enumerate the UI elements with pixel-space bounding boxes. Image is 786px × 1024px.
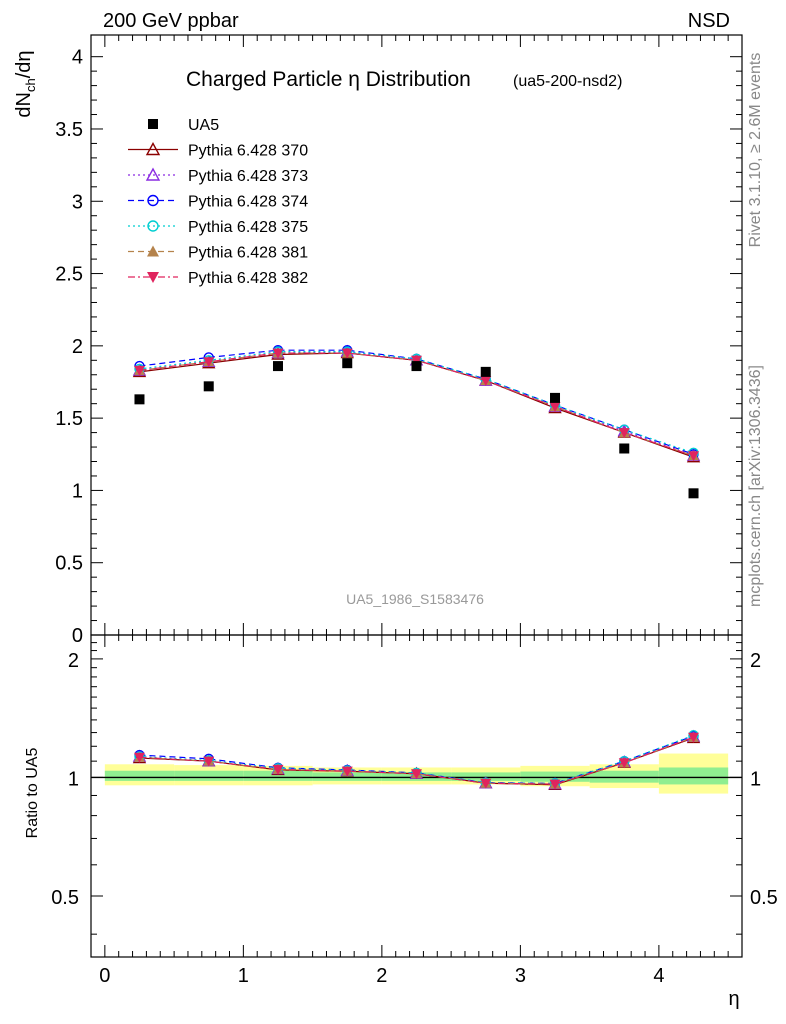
uncertainty-band-green (658, 767, 729, 785)
legend-label: UA5 (188, 117, 219, 134)
series-line (139, 349, 694, 455)
uncertainty-band-green (174, 770, 244, 781)
ratio-y-tick-label-right: 0.5 (750, 887, 778, 909)
ratio-point (203, 756, 215, 767)
y-tick-label: 1.5 (55, 408, 83, 430)
ratio-point (272, 764, 284, 775)
data-point (203, 381, 214, 392)
ratio-y-tick-label: 1 (68, 768, 79, 790)
x-tick-label: 0 (99, 965, 110, 987)
data-point (203, 357, 215, 368)
legend-item: Pythia 6.428 370 (128, 142, 308, 160)
legend-label: Pythia 6.428 373 (188, 168, 308, 185)
data-point (688, 488, 699, 499)
main-ylabel: dNch/dη (13, 50, 38, 117)
legend-label: Pythia 6.428 374 (188, 194, 308, 211)
y-tick-label: 2 (72, 336, 83, 358)
uncertainty-band-green (104, 770, 175, 781)
ratio-y-tick-label-right: 2 (750, 650, 761, 672)
data-point (134, 394, 145, 405)
uncertainty-band-green (312, 772, 382, 781)
ratio-point (480, 778, 492, 789)
legend-marker (147, 245, 159, 257)
legend-label: Pythia 6.428 381 (188, 245, 308, 262)
legend-item: Pythia 6.428 375 (128, 219, 308, 236)
legend-item: Pythia 6.428 382 (128, 270, 308, 287)
legend: UA5 Pythia 6.428 370 Pythia 6.428 373 Pythi… (128, 117, 308, 287)
ratio-y-tick-label: 2 (68, 650, 79, 672)
analysis-watermark: UA5_1986_S1583476 (346, 591, 484, 607)
data-point (549, 402, 561, 413)
uncertainty-band-green (520, 771, 590, 782)
legend-label: Pythia 6.428 375 (188, 219, 308, 236)
main-plot-area: 0 0.5 1 1.5 2 2.5 3 3.5 4 (55, 34, 743, 647)
ratio-point (411, 769, 422, 780)
main-series-ua5 (134, 358, 699, 499)
ratio-point (341, 766, 353, 777)
ratio-plot-area: 0.5 0.5 1 1 2 2 0 1 2 3 4 (51, 634, 778, 987)
energy-label: 200 GeV ppbar (103, 10, 239, 32)
ratio-point (133, 752, 145, 763)
ratio-xlabel: η (728, 988, 739, 1010)
x-tick-label: 4 (653, 965, 664, 987)
data-point (272, 361, 283, 372)
rivet-version-text: Rivet 3.1.10, ≥ 2.6M events (747, 53, 764, 248)
x-tick-label: 3 (515, 965, 526, 987)
legend-label: Pythia 6.428 382 (188, 270, 308, 287)
data-point (411, 361, 422, 372)
legend-marker (147, 194, 159, 207)
legend-marker (147, 220, 159, 232)
data-point (550, 392, 561, 403)
ratio-series-pythia-6-428-382 (133, 732, 700, 790)
y-tick-label: 1 (72, 480, 83, 502)
ratio-point (618, 758, 630, 769)
series-line (139, 734, 694, 784)
x-tick-label: 2 (376, 965, 387, 987)
y-tick-label: 0.5 (55, 553, 83, 575)
data-point (618, 428, 630, 439)
legend-item: Pythia 6.428 374 (128, 194, 308, 211)
y-tick-label: 3.5 (55, 119, 83, 141)
data-point (341, 348, 353, 359)
x-tick-label: 1 (238, 965, 249, 987)
legend-marker (145, 167, 161, 181)
legend-item: Pythia 6.428 381 (128, 245, 308, 262)
uncertainty-band-green (243, 770, 313, 781)
ratio-point (549, 779, 561, 790)
data-point (411, 355, 422, 366)
data-point (133, 365, 145, 376)
y-tick-label: 4 (72, 47, 83, 69)
mcplots-reference-text: mcplots.cern.ch [arXiv:1306.3436] (747, 365, 764, 607)
ratio-ylabel: Ratio to UA5 (24, 748, 41, 839)
y-tick-label: 3 (72, 191, 83, 213)
legend-marker (145, 142, 161, 156)
chart-subtitle: (ua5-200-nsd2) (513, 73, 622, 90)
y-tick-label: 2.5 (55, 264, 83, 286)
data-point (688, 451, 700, 462)
series-line (139, 736, 694, 785)
ratio-frame (90, 634, 743, 958)
data-point (480, 366, 491, 377)
y-tick-label: 0 (72, 625, 83, 647)
legend-item: UA5 (148, 117, 219, 134)
data-point (480, 376, 492, 387)
chart-title: Charged Particle η Distribution (186, 68, 471, 91)
legend-marker (148, 119, 158, 129)
process-label: NSD (688, 10, 730, 32)
legend-marker (147, 272, 159, 283)
data-point (272, 348, 284, 359)
ratio-point (688, 732, 700, 743)
data-point (619, 443, 630, 454)
series-line (139, 352, 694, 457)
ratio-y-tick-label-right: 1 (750, 768, 761, 790)
legend-item: Pythia 6.428 373 (128, 167, 308, 185)
ratio-y-tick-label: 0.5 (51, 887, 79, 909)
data-point (342, 358, 353, 369)
uncertainty-band-green (589, 770, 659, 783)
main-series-pythia-6-428-382 (133, 348, 700, 462)
legend-label: Pythia 6.428 370 (188, 143, 308, 160)
